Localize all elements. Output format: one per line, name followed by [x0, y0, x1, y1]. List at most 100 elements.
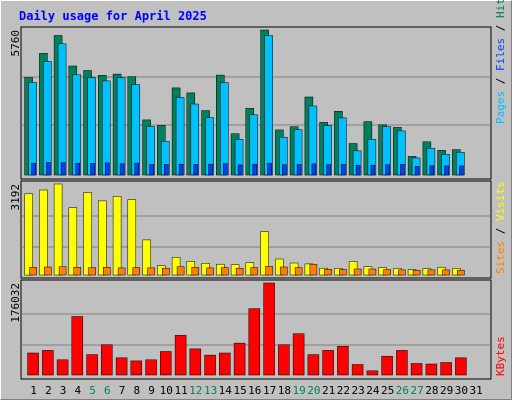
day-label: 17: [263, 384, 276, 397]
sites-bar: [221, 267, 229, 276]
pages-bar: [459, 165, 464, 176]
pages-bar: [414, 166, 420, 176]
pages-bar: [252, 163, 258, 176]
sites-bar: [398, 269, 406, 276]
pages-bar: [444, 165, 449, 176]
pages-bar: [237, 164, 243, 176]
day-label: 12: [189, 384, 202, 397]
day-label: 14: [219, 384, 233, 397]
kbytes-ymax-label: 176032: [9, 283, 22, 323]
kbytes-bar: [174, 335, 187, 376]
sites-bar: [457, 269, 465, 276]
legend-visits: Visits: [494, 181, 507, 221]
pages-bar: [60, 162, 66, 176]
sites-bar: [73, 267, 82, 276]
kbytes-bar: [440, 362, 452, 376]
visits-bar: [112, 196, 122, 276]
pages-bar: [149, 164, 154, 176]
day-label: 9: [148, 384, 155, 397]
sites-bar: [132, 267, 141, 276]
kbytes-bar: [86, 354, 98, 376]
day-label: 29: [440, 384, 453, 397]
chart-title: Daily usage for April 2025: [19, 9, 207, 23]
pages-bar: [355, 165, 361, 176]
sites-bar: [353, 268, 362, 276]
kbytes-bar: [351, 364, 364, 376]
sites-bar: [294, 267, 303, 276]
day-label: 23: [351, 384, 364, 397]
files-bar: [131, 84, 141, 176]
visits-bar: [24, 193, 33, 276]
visits-ymax-label: 3192: [9, 184, 22, 211]
files-bar: [264, 35, 273, 176]
files-bar: [87, 77, 96, 176]
sites-bar: [117, 267, 126, 276]
sites-bar: [206, 267, 214, 276]
kbytes-bar: [233, 342, 246, 376]
kbytes-bar: [410, 363, 423, 376]
kbytes-bar: [145, 359, 157, 376]
kbytes-bar: [160, 351, 172, 376]
day-label: 26: [396, 384, 409, 397]
pages-bar: [164, 164, 169, 176]
kbytes-bar: [263, 282, 275, 376]
kbytes-bar: [366, 370, 379, 376]
kbytes-bar: [56, 359, 69, 376]
pages-bar: [90, 163, 95, 176]
files-bar: [43, 61, 52, 176]
files-bar: [72, 74, 82, 176]
day-label: 21: [322, 384, 335, 397]
pages-bar: [267, 162, 272, 176]
day-label: 19: [292, 384, 305, 397]
sites-bar: [58, 266, 67, 276]
day-label: 1: [30, 384, 37, 397]
files-bar: [175, 97, 185, 176]
pages-bar: [31, 162, 36, 176]
visits-bar: [39, 189, 48, 276]
sites-bar: [442, 269, 450, 276]
pages-bar: [311, 163, 317, 176]
pages-bar: [341, 163, 346, 176]
visits-bar: [68, 207, 78, 276]
pages-bar: [46, 162, 51, 176]
files-bar: [220, 82, 229, 176]
day-label: 25: [381, 384, 394, 397]
kbytes-bar: [42, 350, 54, 376]
sites-bar: [368, 268, 377, 276]
pages-bar: [282, 164, 287, 176]
sites-bar: [147, 267, 155, 276]
day-label: 2: [45, 384, 52, 397]
legend-files: Files: [494, 38, 507, 71]
day-label: 13: [204, 384, 217, 397]
kbytes-bar: [219, 352, 231, 376]
kbytes-bar: [292, 333, 305, 376]
kbytes-bar: [337, 346, 349, 376]
sites-bar: [265, 266, 273, 276]
day-label: 22: [337, 384, 350, 397]
day-label: 28: [425, 384, 438, 397]
kbytes-bar: [278, 344, 290, 376]
legend-hits: Hits: [494, 0, 507, 18]
sites-bar: [176, 266, 185, 276]
sites-bar: [280, 266, 288, 276]
kbytes-bar: [101, 344, 113, 376]
kbytes-bar: [396, 350, 408, 376]
pages-bar: [119, 163, 125, 176]
files-bar: [28, 82, 37, 176]
pages-bar: [105, 162, 110, 176]
day-label: 8: [133, 384, 140, 397]
day-label: 3: [60, 384, 67, 397]
visits-bar: [98, 200, 107, 276]
pages-bar: [429, 165, 435, 176]
sites-bar: [88, 267, 96, 276]
sites-bar: [162, 267, 170, 276]
kbytes-bar: [204, 354, 216, 376]
day-label: 24: [366, 384, 380, 397]
pages-bar: [193, 164, 199, 176]
legend-sites: Sites: [494, 241, 507, 274]
day-label: 5: [89, 384, 96, 397]
visits-bar: [53, 183, 63, 276]
kbytes-bar: [322, 350, 334, 376]
day-label: 6: [104, 384, 111, 397]
